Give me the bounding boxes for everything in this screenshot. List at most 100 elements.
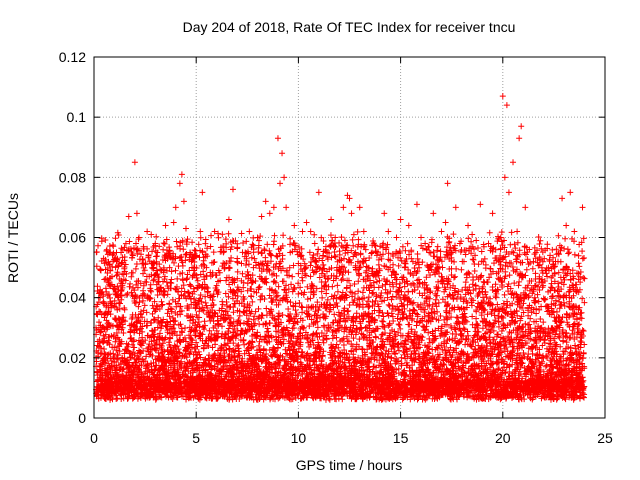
data-point (516, 135, 523, 142)
data-point (418, 234, 425, 241)
x-tick-label: 0 (90, 430, 98, 446)
data-point (299, 228, 306, 235)
y-tick-label: 0.04 (59, 290, 86, 306)
data-point (344, 192, 351, 199)
x-tick-label: 10 (291, 430, 307, 446)
data-point (270, 204, 277, 211)
data-point (563, 222, 570, 229)
data-point (518, 123, 525, 130)
data-point (510, 159, 517, 166)
data-point (352, 249, 359, 256)
data-point (277, 180, 284, 187)
data-point (266, 210, 273, 217)
data-point (225, 216, 232, 223)
data-point (144, 228, 151, 235)
data-point (180, 198, 187, 205)
data-point (567, 189, 574, 196)
data-point (162, 222, 169, 229)
y-tick-label: 0.02 (59, 350, 86, 366)
data-point (438, 228, 445, 235)
data-point (514, 228, 521, 235)
data-point (229, 186, 236, 193)
data-point (199, 189, 206, 196)
data-point (303, 219, 310, 226)
data-point-cloud (93, 228, 588, 403)
y-axis-label: ROTI / TECUs (5, 193, 21, 283)
data-point (485, 240, 492, 247)
x-tick-label: 15 (393, 430, 409, 446)
data-point (348, 210, 355, 217)
data-point (393, 234, 400, 241)
tick-labels: 0 5 10 15 20 25 0 0.02 0.04 0.06 0.08 0.1 0.12 (59, 49, 613, 446)
data-point (346, 195, 353, 202)
x-axis-label: GPS time / hours (296, 457, 403, 473)
data-point (368, 249, 375, 256)
y-tick-label: 0 (78, 410, 86, 426)
data-point (279, 150, 286, 157)
chart-title: Day 204 of 2018, Rate Of TEC Index for r… (183, 19, 516, 35)
data-point (503, 102, 510, 109)
data-point (125, 213, 132, 220)
data-point (534, 291, 541, 298)
data-point (281, 174, 288, 181)
data-point (328, 216, 335, 223)
data-point (332, 234, 339, 241)
data-point (444, 180, 451, 187)
data-point (291, 222, 298, 229)
data-point (197, 228, 204, 235)
data-point (465, 222, 472, 229)
data-point (499, 93, 506, 100)
data-point (501, 174, 508, 181)
data-point (166, 264, 173, 271)
data-point (397, 216, 404, 223)
axis-ticks (93, 56, 606, 419)
data-point (559, 195, 566, 202)
data-point (405, 222, 412, 229)
data-point (360, 228, 367, 235)
y-tick-label: 0.08 (59, 169, 86, 185)
x-tick-label: 5 (192, 430, 200, 446)
data-point (422, 240, 429, 247)
y-tick-label: 0.1 (67, 109, 87, 125)
data-point (283, 204, 290, 211)
data-point (522, 204, 529, 211)
data-point (473, 237, 480, 244)
data-point (246, 228, 253, 235)
data-point (133, 210, 140, 217)
data-point (170, 219, 177, 226)
y-tick-label: 0.06 (59, 230, 86, 246)
data-point (258, 213, 265, 220)
data-point (172, 204, 179, 211)
data-point (315, 189, 322, 196)
data-point (140, 270, 147, 277)
data-point (148, 231, 155, 238)
data-point (385, 228, 392, 235)
data-point (489, 210, 496, 217)
y-tick-label: 0.12 (59, 49, 86, 65)
data-point (430, 210, 437, 217)
data-point (530, 258, 537, 265)
data-point (413, 201, 420, 208)
data-point (340, 204, 347, 211)
data-point (469, 231, 476, 238)
data-point (452, 204, 459, 211)
x-tick-label: 20 (495, 430, 511, 446)
data-point (307, 228, 314, 235)
data-point (262, 198, 269, 205)
x-tick-label: 25 (597, 430, 613, 446)
data-point (131, 159, 138, 166)
data-points (93, 93, 588, 403)
data-point (356, 204, 363, 211)
data-point (274, 135, 281, 142)
data-point (579, 204, 586, 211)
data-point (178, 171, 185, 178)
data-point (182, 225, 189, 232)
data-point (211, 228, 218, 235)
data-point (477, 201, 484, 208)
data-point (442, 219, 449, 226)
data-point (311, 240, 318, 247)
data-point (176, 180, 183, 187)
data-point (295, 270, 302, 277)
data-point (381, 210, 388, 217)
